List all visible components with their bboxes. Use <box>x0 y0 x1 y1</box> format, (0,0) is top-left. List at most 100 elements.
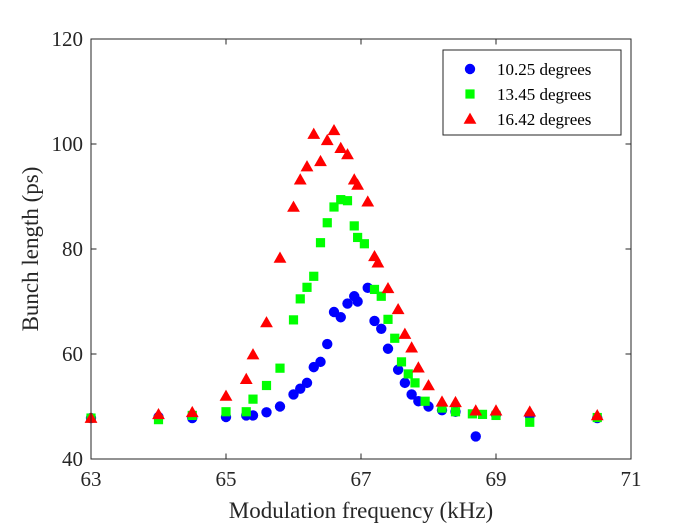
data-point <box>523 405 537 417</box>
data-point <box>295 294 305 304</box>
data-point <box>449 395 462 408</box>
data-point <box>411 361 425 373</box>
data-point <box>261 380 272 391</box>
data-point <box>246 348 260 360</box>
data-point <box>381 281 395 294</box>
data-point <box>336 195 346 205</box>
data-point <box>435 395 449 407</box>
data-point <box>293 173 307 185</box>
data-point <box>383 314 393 324</box>
data-point <box>327 123 341 136</box>
data-point <box>590 409 604 421</box>
data-point <box>288 389 299 400</box>
legend-item: 10.25 degrees <box>464 60 591 79</box>
data-point <box>410 378 420 388</box>
y-tick-label: 40 <box>62 447 83 471</box>
data-point <box>301 377 313 389</box>
data-point <box>274 401 286 412</box>
data-point <box>371 256 385 268</box>
legend-item: 16.42 degrees <box>463 110 591 129</box>
data-point <box>315 356 326 368</box>
x-tick-label: 67 <box>351 467 372 491</box>
legend-marker <box>463 112 477 124</box>
legend-label: 16.42 degrees <box>497 110 591 129</box>
data-point <box>153 415 164 425</box>
data-point <box>403 369 413 379</box>
data-point <box>295 383 306 394</box>
data-point <box>152 407 165 420</box>
data-point <box>398 327 412 339</box>
data-point <box>369 315 380 327</box>
data-point <box>470 431 481 442</box>
data-point <box>406 389 417 400</box>
legend-marker <box>465 89 475 99</box>
y-tick-label: 100 <box>52 132 84 156</box>
data-point <box>359 239 369 249</box>
data-point <box>307 127 321 139</box>
x-tick-label: 71 <box>621 467 642 491</box>
legend-marker <box>464 63 476 75</box>
data-point <box>361 195 375 207</box>
data-point <box>342 298 353 309</box>
data-point <box>341 148 354 160</box>
data-point <box>241 407 251 417</box>
data-point <box>450 407 461 417</box>
data-point <box>248 394 258 404</box>
x-tick-label: 65 <box>216 467 237 491</box>
data-point <box>376 323 387 334</box>
data-point <box>315 238 326 248</box>
data-point <box>287 200 300 212</box>
legend: 10.25 degrees 13.45 degrees 16.42 degrees <box>442 49 622 136</box>
data-point <box>353 232 363 243</box>
data-point <box>477 409 488 419</box>
data-point <box>342 196 353 206</box>
data-point <box>273 251 287 263</box>
y-axis-label: Bunch length (ps) <box>18 167 43 332</box>
y-tick-label: 80 <box>62 237 83 261</box>
data-point <box>261 407 272 418</box>
data-point <box>322 218 332 228</box>
data-point <box>219 389 233 401</box>
data-point <box>376 291 386 301</box>
data-point <box>275 363 285 373</box>
data-point <box>352 296 363 307</box>
series-3 <box>84 123 604 423</box>
axes: 63 65 67 69 71 40 60 80 100 120 <box>52 27 642 491</box>
data-point <box>405 341 419 353</box>
legend-item: 13.45 degrees <box>465 85 591 104</box>
data-points <box>84 123 604 442</box>
data-point <box>300 160 314 172</box>
data-point <box>396 357 407 367</box>
y-tick-label: 60 <box>62 342 83 366</box>
x-tick-label: 69 <box>486 467 507 491</box>
data-point <box>322 338 333 350</box>
data-point <box>185 405 199 418</box>
data-point <box>489 404 503 416</box>
data-point <box>391 302 405 315</box>
data-point <box>329 202 339 212</box>
data-point <box>260 316 273 328</box>
data-point <box>320 133 334 146</box>
data-point <box>288 315 299 325</box>
data-point <box>314 154 327 167</box>
data-point <box>351 178 365 190</box>
data-point <box>399 377 411 389</box>
data-point <box>525 417 535 427</box>
x-tick-label: 63 <box>81 467 102 491</box>
data-point <box>349 221 359 231</box>
y-tick-label: 120 <box>52 27 84 51</box>
data-point <box>239 372 253 384</box>
data-point <box>437 403 447 413</box>
data-point <box>369 284 380 295</box>
data-point <box>334 141 348 153</box>
legend-label: 13.45 degrees <box>497 85 591 104</box>
data-point <box>420 396 430 406</box>
data-point <box>469 404 483 416</box>
x-axis-label: Modulation frequency (kHz) <box>229 498 493 523</box>
legend-label: 10.25 degrees <box>497 60 591 79</box>
data-point <box>302 282 312 292</box>
data-point <box>309 271 319 281</box>
data-point <box>382 343 394 354</box>
data-point <box>422 379 435 391</box>
